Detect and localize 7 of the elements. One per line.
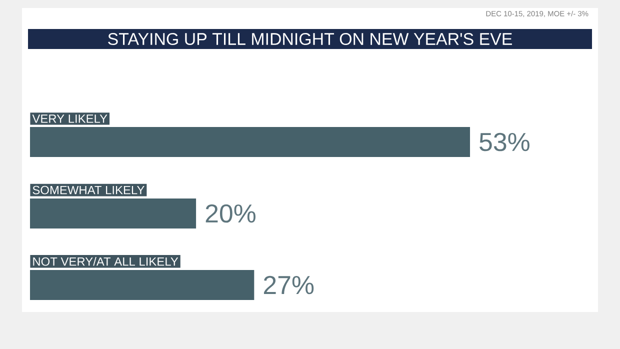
y-tick-label: NOT VERY/AT ALL LIKELY [33,257,178,266]
data-label: 53% [480,132,530,152]
y-tick-label: VERY LIKELY [32,114,108,123]
data-label: 20% [206,204,256,223]
y-tick-label: SOMEWHAT LIKELY [32,186,144,194]
chart-title: STAYING UP TILL MIDNIGHT ON NEW YEAR'S EVE [108,33,512,45]
data-label: 27% [264,276,314,294]
